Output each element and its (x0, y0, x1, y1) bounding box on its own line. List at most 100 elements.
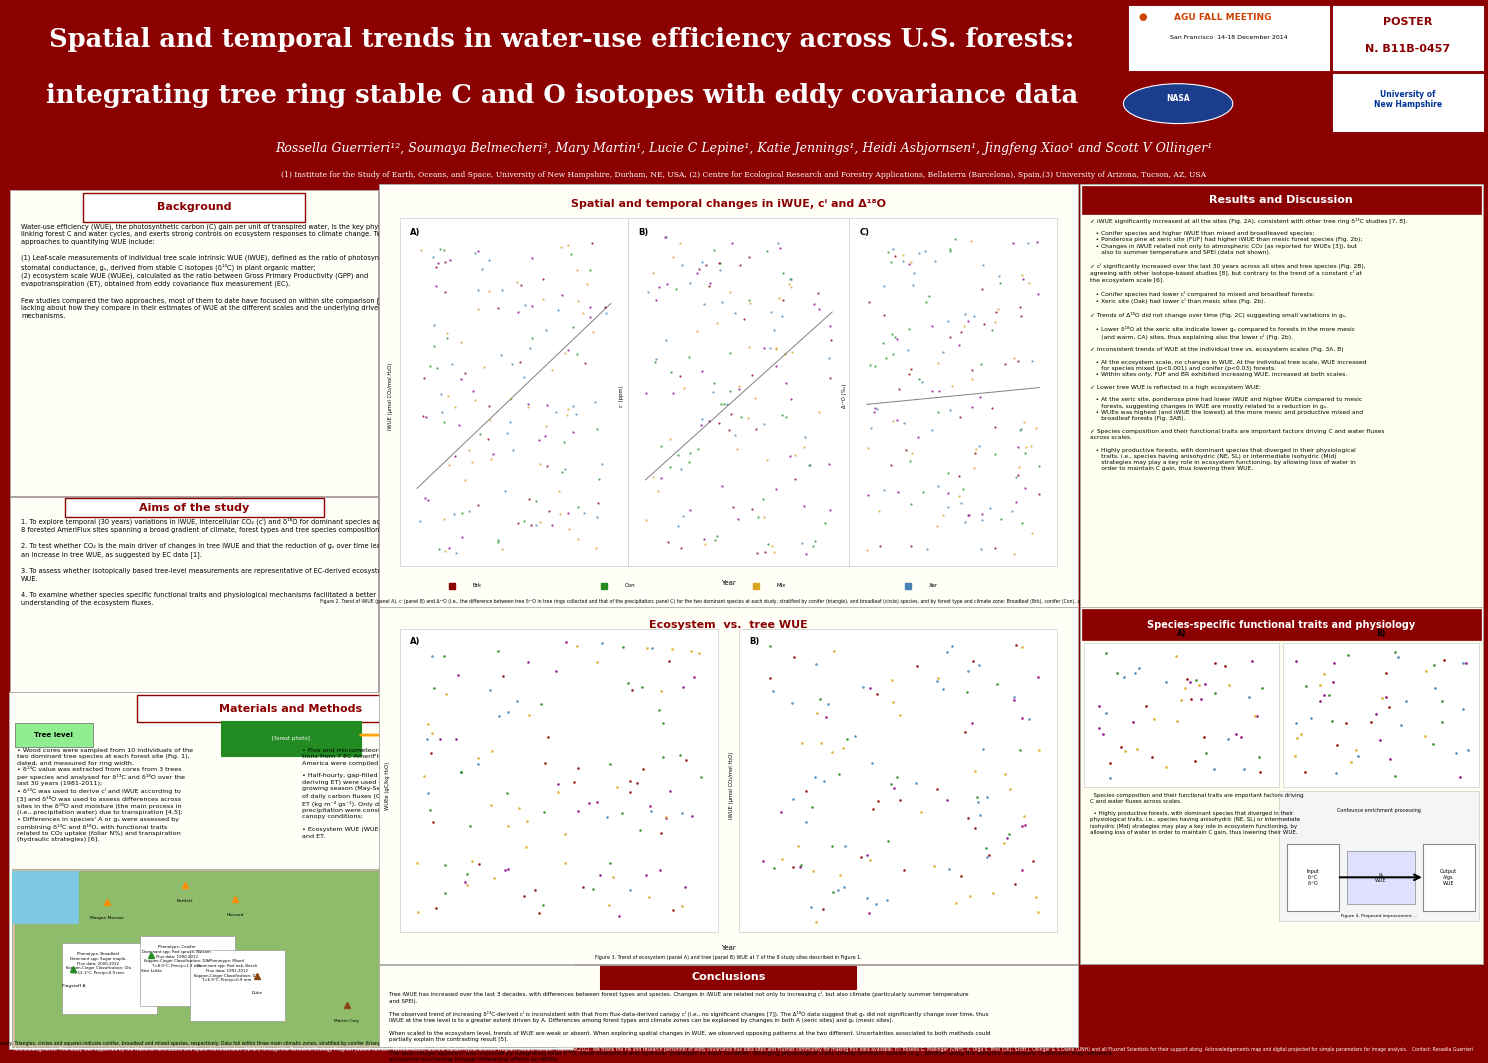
Text: San Francisco  14-18 December 2014: San Francisco 14-18 December 2014 (1171, 34, 1289, 39)
FancyBboxPatch shape (628, 218, 850, 566)
Text: Spatial and temporal trends in water-use efficiency across U.S. forests:: Spatial and temporal trends in water-use… (49, 28, 1074, 52)
FancyBboxPatch shape (1283, 643, 1479, 788)
Text: Δ¹⁸O (‰): Δ¹⁸O (‰) (842, 384, 847, 408)
Text: Xer: Xer (929, 584, 937, 588)
FancyBboxPatch shape (379, 184, 1077, 608)
Text: • Wood cores were sampled from 10 individuals of the
two dominant tree species a: • Wood cores were sampled from 10 indivi… (18, 747, 193, 842)
FancyBboxPatch shape (65, 499, 323, 517)
FancyBboxPatch shape (9, 692, 573, 1049)
FancyBboxPatch shape (222, 721, 360, 756)
Text: A): A) (411, 229, 421, 237)
Text: Bartlett: Bartlett (177, 899, 193, 902)
Text: B): B) (748, 638, 759, 646)
Text: Ecosystem level: Ecosystem level (466, 732, 530, 738)
Text: Figure 1. AmeriFlux sites included in this study. Triangles, circles and squares: Figure 1. AmeriFlux sites included in th… (0, 1042, 677, 1046)
Text: ●: ● (1138, 12, 1147, 22)
Text: [forest photo]: [forest photo] (272, 736, 310, 741)
Text: Ecosystem  vs.  tree WUE: Ecosystem vs. tree WUE (649, 620, 808, 629)
Text: Brk: Brk (472, 584, 482, 588)
FancyBboxPatch shape (62, 943, 158, 1013)
Text: Martin Cary: Martin Cary (335, 1018, 359, 1023)
FancyBboxPatch shape (379, 607, 1077, 964)
Text: Phenotype: Mixed
Dominant spp: Red oak, Beech
Flux data: 1991-2012
Koppen-Cieger: Phenotype: Mixed Dominant spp: Red oak, … (193, 959, 259, 982)
Text: Tree level: Tree level (34, 732, 73, 738)
FancyBboxPatch shape (433, 723, 561, 747)
FancyBboxPatch shape (83, 192, 305, 221)
Text: A): A) (1177, 628, 1186, 638)
Text: Phenotype: Conifer
Dominant spp: Red spruce, Balsam
Flux data: 1990-2012
Koppen-: Phenotype: Conifer Dominant spp: Red spr… (143, 945, 211, 968)
Text: Year: Year (722, 579, 735, 586)
Text: Spatial and temporal changes in iWUE, cᴵ and Δ¹⁸O: Spatial and temporal changes in iWUE, cᴵ… (571, 199, 885, 208)
Text: AGU FALL MEETING: AGU FALL MEETING (1174, 13, 1272, 22)
FancyBboxPatch shape (1080, 184, 1482, 608)
Text: Flagstaff A: Flagstaff A (61, 983, 85, 988)
FancyBboxPatch shape (190, 950, 286, 1020)
FancyBboxPatch shape (137, 695, 445, 723)
Text: N. B11B-0457: N. B11B-0457 (1364, 44, 1451, 54)
FancyBboxPatch shape (1129, 6, 1329, 70)
Text: Background: Background (156, 202, 232, 213)
Text: iWUE (μmol CO₂/mol H₂O): iWUE (μmol CO₂/mol H₂O) (729, 752, 735, 820)
Text: POSTER: POSTER (1384, 17, 1433, 28)
FancyBboxPatch shape (379, 965, 1077, 1047)
Text: 1. To explore temporal (30 years) variations in iWUE, intercellular CO₂ (cᴵ) and: 1. To explore temporal (30 years) variat… (21, 518, 397, 606)
Text: Aims of the study: Aims of the study (138, 503, 250, 512)
Text: iWUE (μmol CO₂/mol H₂O): iWUE (μmol CO₂/mol H₂O) (388, 362, 393, 429)
Text: Mix: Mix (777, 584, 786, 588)
FancyBboxPatch shape (15, 723, 92, 747)
Text: • Five and micrometeorological observa-
tions from 7 EC AmeriFlux sites across N: • Five and micrometeorological observa- … (302, 747, 512, 839)
FancyBboxPatch shape (12, 868, 570, 1047)
Text: Figure 2. Trend of iWUE (panel A), cᴵ (panel B) and Δ¹⁸O (i.e., the difference b: Figure 2. Trend of iWUE (panel A), cᴵ (p… (320, 598, 1137, 604)
Text: ✓ iWUE significantly increased at all the sites (Fig. 2A), consistent with other: ✓ iWUE significantly increased at all th… (1089, 218, 1408, 471)
Circle shape (1123, 84, 1232, 123)
Bar (1082, 186, 1481, 214)
Text: University of
New Hampshire: University of New Hampshire (1373, 90, 1442, 109)
Text: Figure 4. Proposed improvement ...: Figure 4. Proposed improvement ... (1341, 914, 1417, 918)
Text: Duke: Duke (251, 991, 263, 995)
Text: Morgan Monroe: Morgan Monroe (89, 916, 124, 921)
Text: Species composition and their functional traits are important factors driving
C : Species composition and their functional… (1089, 793, 1303, 834)
FancyBboxPatch shape (140, 935, 235, 1007)
Text: Con: Con (625, 584, 635, 588)
Text: Site Little: Site Little (141, 969, 162, 974)
Text: Tree iWUE has increased over the last 3 decades, with differences between forest: Tree iWUE has increased over the last 3 … (390, 992, 1112, 1062)
Text: Phenotype: Broadleaf
Dominant spp: Sugar maple,
Flux data: 2000-2012
Koppen-Cieg: Phenotype: Broadleaf Dominant spp: Sugar… (65, 951, 131, 976)
Text: Harvard: Harvard (226, 913, 244, 917)
Text: integrating tree ring stable C and O isotopes with eddy covariance data: integrating tree ring stable C and O iso… (46, 83, 1077, 108)
FancyBboxPatch shape (15, 871, 567, 1045)
Text: Confounce enrichment processing: Confounce enrichment processing (1336, 808, 1421, 813)
Text: Acknowledgments: This study was supported by the National Aeronautics and Space : Acknowledgments: This study was supporte… (15, 1047, 1473, 1051)
FancyBboxPatch shape (10, 496, 378, 692)
FancyBboxPatch shape (600, 966, 857, 989)
Text: Input
δ¹³C
δ¹⁸O: Input δ¹³C δ¹⁸O (1306, 870, 1320, 885)
FancyBboxPatch shape (10, 190, 378, 495)
Text: Conclusions: Conclusions (692, 972, 765, 982)
FancyBboxPatch shape (850, 218, 1056, 566)
Bar (1082, 609, 1481, 640)
FancyBboxPatch shape (1333, 6, 1482, 70)
FancyBboxPatch shape (1333, 73, 1482, 131)
Bar (12, 871, 79, 924)
FancyBboxPatch shape (1423, 844, 1475, 911)
Text: B): B) (1376, 628, 1385, 638)
FancyBboxPatch shape (738, 628, 1056, 932)
Text: B): B) (638, 229, 649, 237)
FancyBboxPatch shape (400, 628, 719, 932)
Text: (1) Institute for the Study of Earth, Oceans, and Space, University of New Hamps: (1) Institute for the Study of Earth, Oc… (281, 171, 1207, 179)
FancyBboxPatch shape (1280, 791, 1479, 922)
Text: Species-specific functional traits and physiology: Species-specific functional traits and p… (1147, 620, 1415, 629)
Text: Output
A/gs
WUE: Output A/gs WUE (1440, 870, 1457, 885)
Text: Results and Discussion: Results and Discussion (1210, 196, 1353, 205)
Text: Figure 3. Trend of ecosystem (panel A) and tree (panel B) WUE at 7 of the 8 stud: Figure 3. Trend of ecosystem (panel A) a… (595, 956, 862, 960)
Text: Water-use efficiency (WUE), the photosynthetic carbon (C) gain per unit of trans: Water-use efficiency (WUE), the photosyn… (21, 223, 445, 319)
Text: Year: Year (722, 945, 735, 951)
Text: WUEe (gC/kg H₂O): WUEe (gC/kg H₂O) (385, 761, 390, 810)
Text: cᴵ (ppm): cᴵ (ppm) (619, 385, 623, 407)
Text: C): C) (860, 229, 870, 237)
Text: gₛ
WUE: gₛ WUE (1375, 872, 1387, 882)
FancyBboxPatch shape (1083, 643, 1280, 788)
Text: NASA: NASA (1167, 94, 1190, 103)
FancyBboxPatch shape (400, 218, 628, 566)
Bar (470, 878, 570, 1047)
Text: A): A) (411, 638, 421, 646)
